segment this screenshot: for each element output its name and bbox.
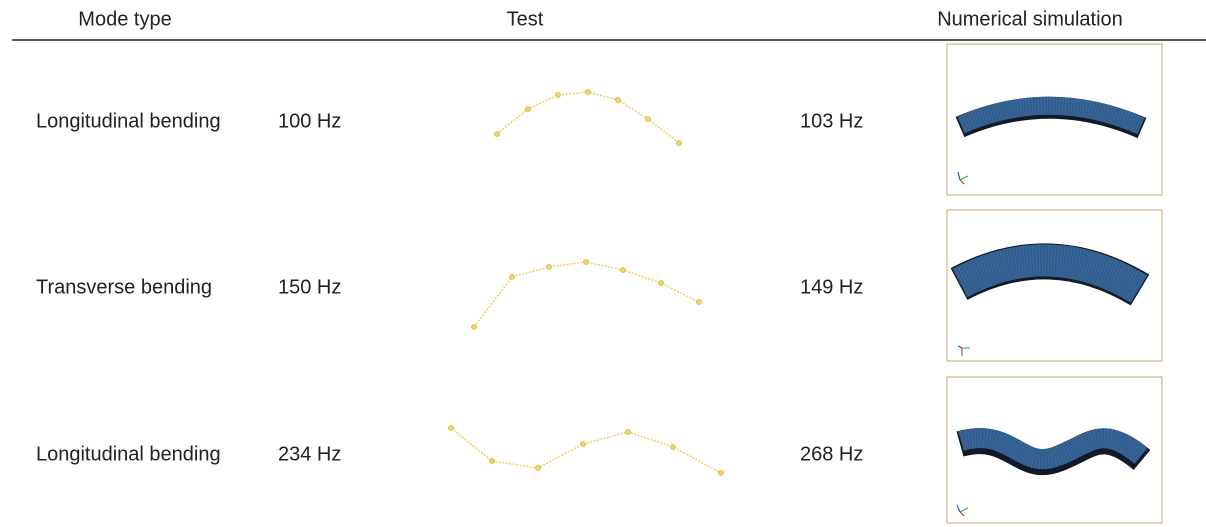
test-frequency: 234 Hz [278,443,341,465]
table: Mode type Test Numerical simulation Long… [0,0,1206,527]
mode-type: Transverse bending [36,276,212,298]
mode-type: Longitudinal bending [36,110,221,132]
header-cell: Test [507,8,544,30]
simulation-frequency: 268 Hz [800,443,863,465]
test-mode-shape [472,260,702,330]
mode-type: Longitudinal bending [36,443,221,465]
test-mode-shape [495,90,682,146]
test-frequency: 100 Hz [278,110,341,132]
header-cell: Numerical simulation [937,8,1123,30]
header-cell: Mode type [78,8,171,30]
simulation-frequency: 103 Hz [800,110,863,132]
test-mode-shape [449,426,724,476]
simulation-frequency: 149 Hz [800,276,863,298]
simulation-image [947,44,1162,195]
simulation-image [947,210,1162,361]
simulation-image [947,377,1162,523]
test-frequency: 150 Hz [278,276,341,298]
